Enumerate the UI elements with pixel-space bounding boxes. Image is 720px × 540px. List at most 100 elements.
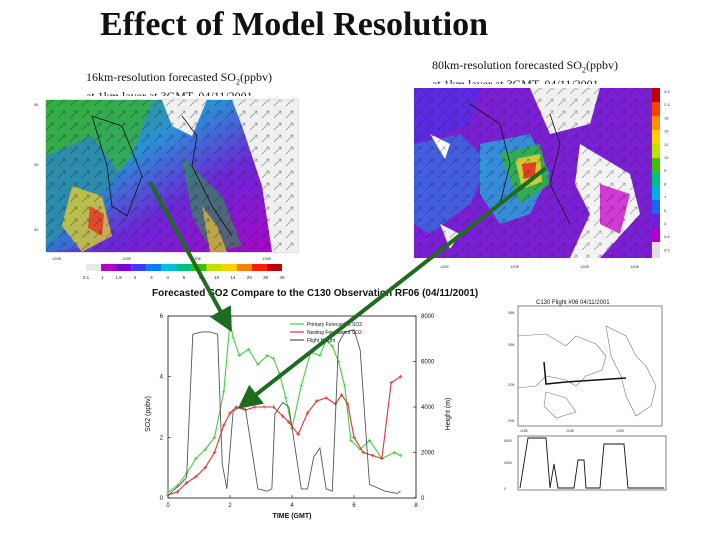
svg-text:29N: 29N [508, 419, 515, 423]
data-point [380, 456, 384, 461]
right-colorbar-label: 9 [664, 168, 667, 173]
colorbar-swatch [86, 264, 102, 271]
data-point [212, 435, 217, 440]
data-point [352, 435, 356, 440]
series-line [167, 376, 401, 496]
data-point [194, 474, 198, 479]
svg-text:118E: 118E [520, 429, 529, 433]
data-point [271, 405, 276, 409]
colorbar-label: 4 [166, 275, 169, 280]
data-point [203, 447, 207, 452]
data-point [222, 423, 226, 427]
flight-height-miniplot: 8000 4000 0 [500, 434, 670, 500]
right-caption-text: 80km-resolution forecasted SO [432, 58, 582, 72]
right-colorbar-label: 4 [664, 221, 667, 226]
right-caption-units: (ppbv) [585, 58, 618, 72]
colorbar-graphic: 0.1 1 1.5 2 3 4 6 8 10 14 20 30 40 [83, 264, 285, 280]
data-point [349, 438, 353, 443]
right-colorbar-label: 0.5 [664, 247, 670, 252]
flight-map-title: C130 Flight #06 04/11/2001 [536, 300, 610, 306]
colorbar-label: 30 [263, 275, 269, 280]
x-tick-label: 6 [352, 503, 356, 509]
data-point [237, 353, 242, 358]
data-point [305, 411, 310, 415]
data-point [175, 490, 180, 494]
right-colorbar-label: 10 [664, 155, 669, 160]
slide-title: Effect of Model Resolution [100, 6, 489, 43]
colorbar-swatch [161, 264, 177, 271]
colorbar-swatch [266, 264, 282, 271]
colorbar-swatch [131, 264, 147, 271]
flight-track-image: C130 Flight #06 04/11/2001 38N35N32N29N … [508, 300, 663, 433]
svg-text:140E: 140E [630, 264, 640, 269]
data-point [280, 414, 285, 418]
svg-text:110E: 110E [440, 264, 449, 269]
so2-comparison-chart: 0 2 4 6 8 0 2 4 6 0 2000 4000 6000 8000 Primary Forec… [140, 302, 470, 524]
data-point [194, 456, 198, 461]
right-caption-subscript: 2 [581, 65, 586, 75]
y2-axis-label: Height (m) [445, 398, 452, 431]
y-tick-label: 2 [160, 435, 164, 441]
data-point [203, 465, 207, 470]
colorbar-label: 40 [279, 275, 285, 280]
left-caption-subscript: 2 [235, 77, 240, 87]
y2-tick-label: 8000 [421, 314, 435, 320]
x-tick-label: 8 [414, 503, 418, 509]
colorbar-label: 8 [199, 275, 202, 280]
colorbar-label: 2 [134, 275, 137, 280]
right-colorbar-label: 18 [664, 115, 669, 120]
data-point [184, 481, 189, 485]
svg-text:30: 30 [34, 227, 39, 232]
colorbar-label: 6 [183, 275, 186, 280]
y-tick-label: 0 [160, 496, 164, 502]
data-point [296, 432, 300, 437]
right-colorbar-label: 2.4 [664, 102, 670, 107]
colorbar-swatch [116, 264, 132, 271]
flight-height-mini-image: 8000 4000 0 [504, 435, 667, 491]
left-map-image: 48 36 30 120E 125E 130E 135E [34, 99, 299, 261]
y-tick-label: 4 [160, 375, 164, 381]
legend-entry: Primary Forecasted SO2 [307, 322, 362, 328]
colorbar-label: 1.5 [116, 275, 123, 280]
flight-track-map: C130 Flight #06 04/11/2001 38N 35N 32N 29N … [506, 296, 666, 434]
x-tick-label: 4 [290, 503, 294, 509]
colorbar-swatch [221, 264, 237, 271]
x-tick-label: 2 [228, 503, 232, 509]
colorbar-swatch [206, 264, 222, 271]
right-colorbar-label: 5 [664, 208, 667, 213]
svg-text:135E: 135E [262, 256, 272, 261]
data-point [392, 450, 397, 455]
data-point [398, 453, 403, 458]
right-colorbar-label: 15 [664, 129, 669, 134]
legend-entry: Flight Height [307, 338, 336, 344]
data-point [222, 390, 226, 394]
left-colorbar: 0.1 1 1.5 2 3 4 6 8 10 14 20 30 40 [82, 264, 298, 284]
legend-entry: Nesting Forecasted SO2 [307, 330, 362, 336]
right-colorbar-label: 3.5 [664, 89, 670, 94]
colorbar-label: 1 [101, 275, 104, 280]
data-point [234, 405, 238, 409]
svg-text:35N: 35N [508, 343, 515, 347]
svg-text:130E: 130E [616, 429, 625, 433]
colorbar-label: 20 [247, 275, 253, 280]
x-tick-label: 0 [166, 503, 170, 509]
colorbar-swatch [176, 264, 192, 271]
svg-text:8000: 8000 [504, 439, 512, 443]
x-axis-label: TIME (GMT) [273, 513, 312, 520]
svg-text:32N: 32N [508, 383, 515, 387]
chart-title: Forecasted SO2 Compare to the C130 Obser… [152, 288, 479, 299]
right-colorbar-label: 8 [664, 181, 667, 186]
data-point [287, 420, 291, 424]
data-point [228, 411, 232, 415]
colorbar-label: 0.1 [83, 275, 90, 280]
svg-text:120E: 120E [52, 256, 62, 261]
y2-tick-label: 0 [421, 496, 425, 502]
colorbar-swatch [101, 264, 117, 271]
svg-text:130E: 130E [192, 256, 202, 261]
plot-area [167, 315, 417, 499]
left-caption-text: 16km-resolution forecasted SO [86, 70, 236, 84]
data-point [166, 490, 170, 494]
svg-text:4000: 4000 [504, 461, 512, 465]
right-colorbar-label: 7 [664, 195, 667, 200]
